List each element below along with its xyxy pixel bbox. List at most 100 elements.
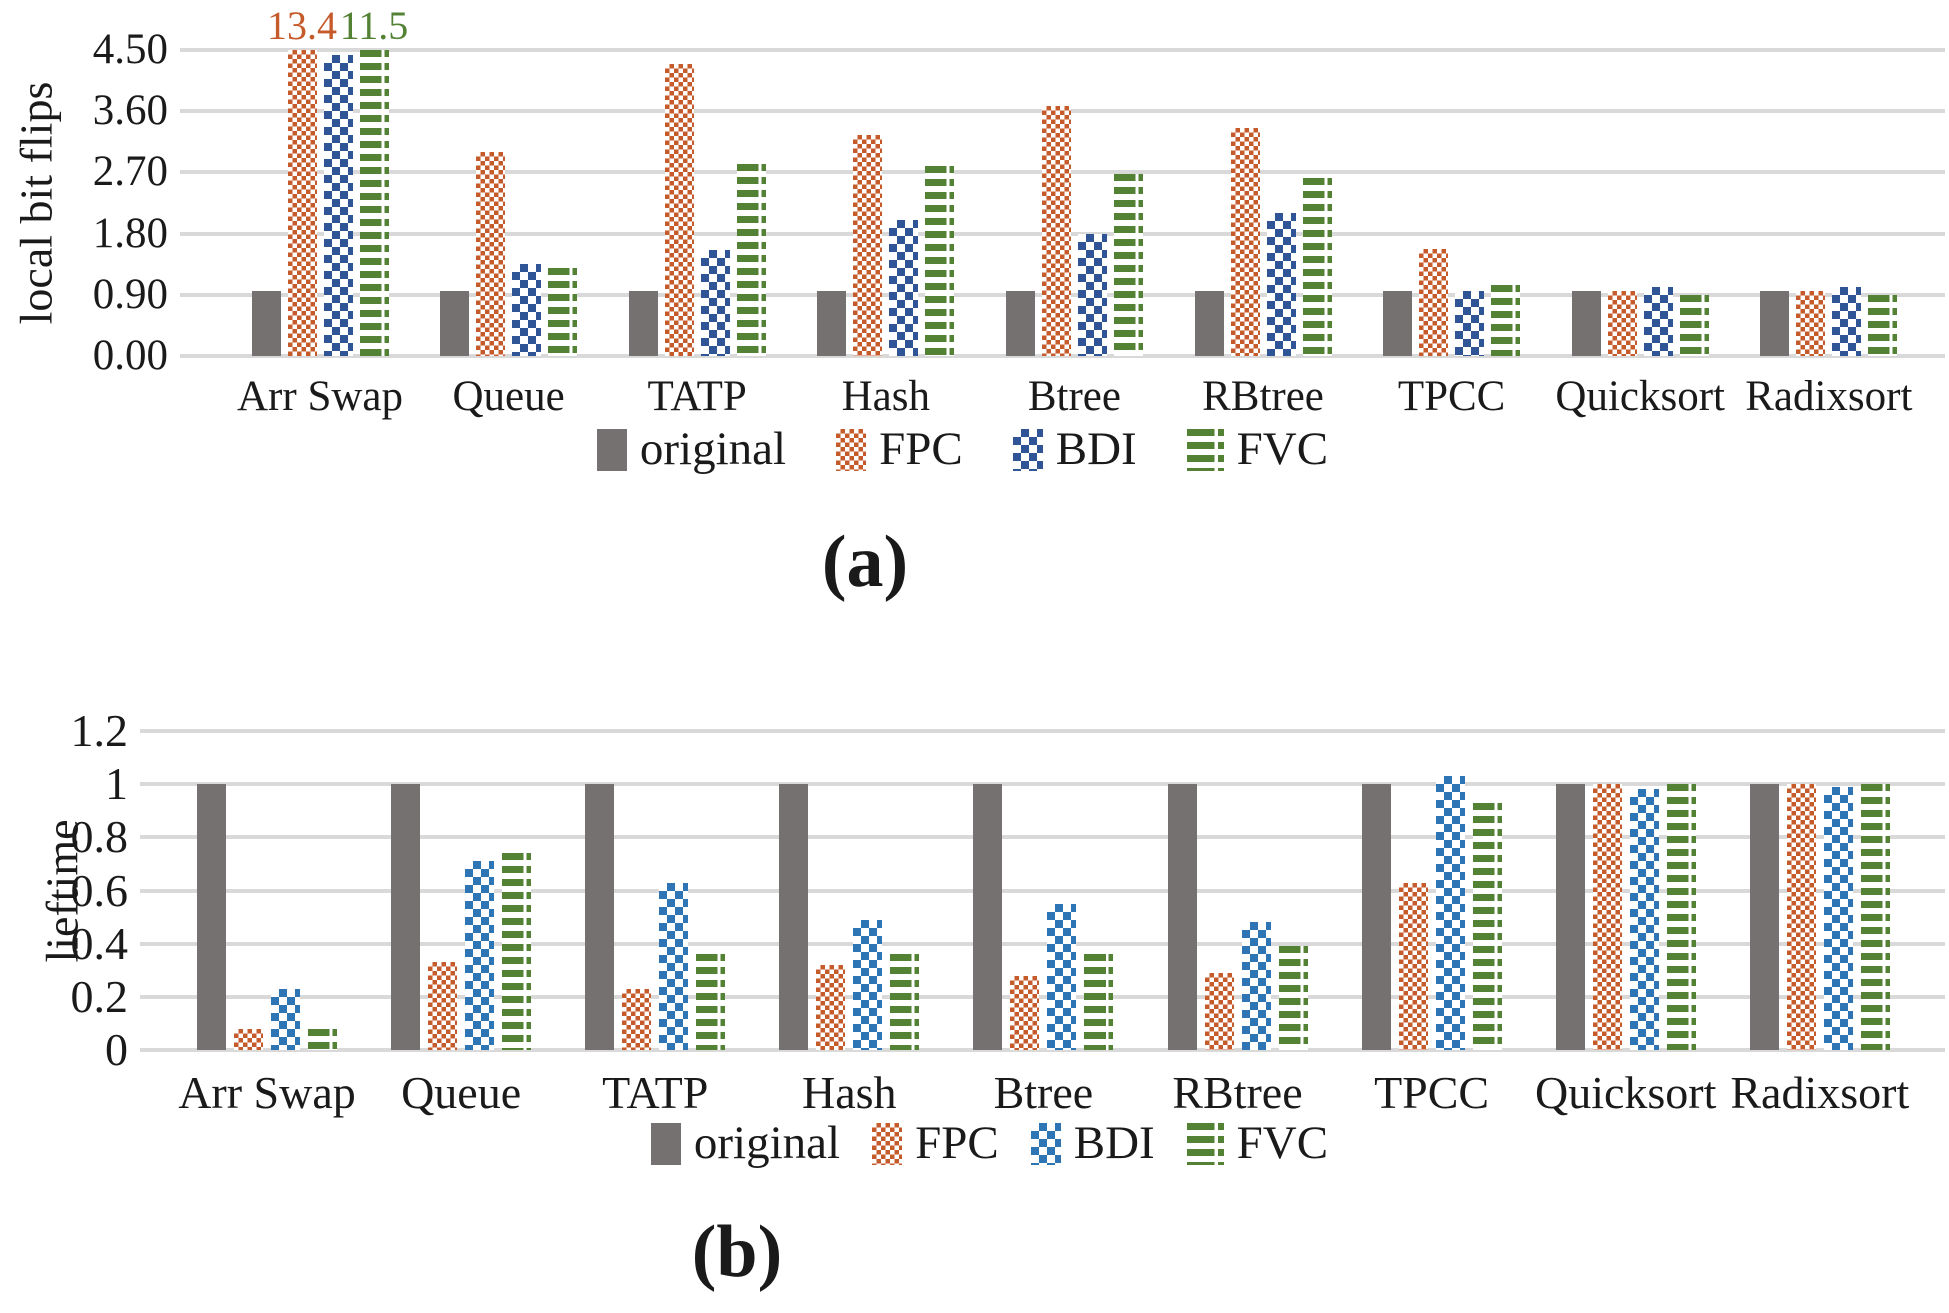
bar-bdi-radixsort [1832, 286, 1862, 356]
category-label-rbtree: RBtree [1202, 373, 1324, 420]
bar-fpc-radixsort [1796, 291, 1826, 356]
y-tick-label: 0.90 [92, 270, 168, 318]
bar-fvc-btree [1113, 173, 1143, 356]
bar-bdi-queue [465, 861, 495, 1050]
bar-original-arr-swap [197, 784, 226, 1050]
bar-bdi-arr-swap [323, 54, 353, 356]
bar-bdi-quicksort [1643, 286, 1673, 356]
bar-original-rbtree [1194, 291, 1224, 356]
bar-original-radixsort [1760, 291, 1790, 356]
bar-fvc-btree [1084, 954, 1114, 1050]
bar-bdi-tatp [700, 249, 730, 356]
bar-bdi-rbtree [1241, 922, 1271, 1050]
bar-fpc-arr-swap [234, 1028, 263, 1050]
y-tick-label: 0.8 [70, 811, 129, 863]
plot-area-a [180, 48, 1945, 358]
gridline [180, 354, 1945, 358]
bar-original-queue [391, 784, 421, 1050]
bar-bdi-rbtree [1266, 213, 1296, 356]
bar-fvc-arr-swap [359, 50, 389, 356]
category-label-tatp: TATP [647, 373, 747, 420]
bar-fpc-tatp [664, 63, 694, 356]
y-tick-label: 0.00 [92, 332, 168, 379]
legend-item-bdi: BDI [1012, 423, 1137, 475]
legend-label: BDI [1055, 423, 1137, 475]
gridline [140, 1048, 1945, 1052]
legend-swatch-original-icon [650, 1122, 681, 1165]
bar-fpc-quicksort [1592, 784, 1622, 1050]
legend-item-original: original [650, 1120, 840, 1167]
caption-b: (b) [691, 1211, 783, 1293]
bar-fpc-rbtree [1230, 128, 1260, 356]
bar-original-tatp [628, 291, 658, 356]
bar-bdi-btree [1077, 233, 1107, 356]
legend-item-fpc: FPC [836, 426, 963, 473]
category-label-radixsort: Radixsort [1730, 1067, 1910, 1118]
bar-original-tpcc [1361, 784, 1391, 1050]
category-label-queue: Queue [401, 1067, 522, 1118]
category-label-tatp: TATP [602, 1067, 709, 1118]
bar-fvc-radixsort [1860, 784, 1890, 1050]
y-tick-label: 0.6 [70, 864, 129, 916]
bar-bdi-tatp [659, 882, 689, 1050]
bar-fvc-hash [925, 165, 955, 356]
bar-fpc-btree [1041, 106, 1071, 356]
gridline [140, 835, 1945, 840]
bar-fvc-rbtree [1302, 177, 1332, 356]
legend-label: FPC [915, 1117, 999, 1169]
category-label-quicksort: Quicksort [1555, 373, 1725, 420]
legend-swatch-bdi-icon [1030, 1122, 1061, 1165]
category-label-arr-swap: Arr Swap [237, 373, 403, 420]
bar-original-queue [440, 291, 470, 356]
category-label-tpcc: TPCC [1374, 1067, 1490, 1118]
legend-item-fvc: FVC [1186, 423, 1329, 475]
bar-original-rbtree [1167, 784, 1197, 1050]
gridline [140, 729, 1945, 733]
category-label-rbtree: RBtree [1172, 1067, 1303, 1118]
legend-swatch-fvc-icon [1186, 1122, 1224, 1165]
bar-fpc-hash [853, 135, 883, 356]
bar-fpc-tpcc [1398, 882, 1428, 1050]
gridline [140, 782, 1945, 787]
bar-fvc-rbtree [1278, 946, 1308, 1050]
legend-swatch-fpc-icon [836, 428, 867, 471]
bar-bdi-hash [853, 919, 883, 1050]
bar-fvc-quicksort [1679, 294, 1709, 356]
legend-item-original: original [596, 426, 786, 473]
gridline [140, 888, 1945, 893]
category-label-queue: Queue [452, 373, 565, 420]
category-label-btree: Btree [993, 1067, 1094, 1118]
bar-fpc-tpcc [1419, 248, 1449, 356]
y-tick-label: 4.50 [92, 26, 168, 73]
bar-fpc-queue [476, 152, 506, 356]
y-tick-label: 0.2 [70, 970, 129, 1022]
gridline [140, 994, 1945, 999]
legend-label: FVC [1236, 423, 1329, 475]
bar-fpc-radixsort [1786, 784, 1816, 1050]
legend-swatch-bdi-icon [1012, 428, 1043, 471]
bar-bdi-radixsort [1823, 786, 1853, 1050]
bar-original-quicksort [1555, 784, 1585, 1050]
bar-fvc-tpcc [1491, 284, 1521, 356]
bar-bdi-tpcc [1455, 291, 1485, 356]
y-tick-label: 0.4 [70, 917, 129, 969]
bar-fvc-tatp [696, 954, 726, 1050]
y-tick-label: 0 [105, 1024, 128, 1075]
bar-fpc-queue [428, 962, 458, 1050]
bar-fvc-queue [548, 267, 578, 356]
category-label-arr-swap: Arr Swap [178, 1067, 356, 1118]
legend-swatch-fpc-icon [872, 1122, 903, 1165]
legend-a: original FPC BDI FVC [0, 426, 1937, 473]
category-label-tpcc: TPCC [1397, 373, 1506, 420]
category-label-hash: Hash [841, 373, 930, 420]
bar-fpc-quicksort [1607, 291, 1637, 356]
bar-original-tatp [585, 784, 615, 1050]
category-label-btree: Btree [1027, 373, 1121, 420]
legend-label: BDI [1073, 1117, 1155, 1169]
y-tick-label: 1.80 [92, 209, 168, 257]
y-tick-label: 2.70 [92, 148, 168, 196]
bar-bdi-quicksort [1629, 789, 1659, 1050]
legend-swatch-original-icon [596, 428, 627, 471]
bar-original-btree [973, 784, 1003, 1050]
